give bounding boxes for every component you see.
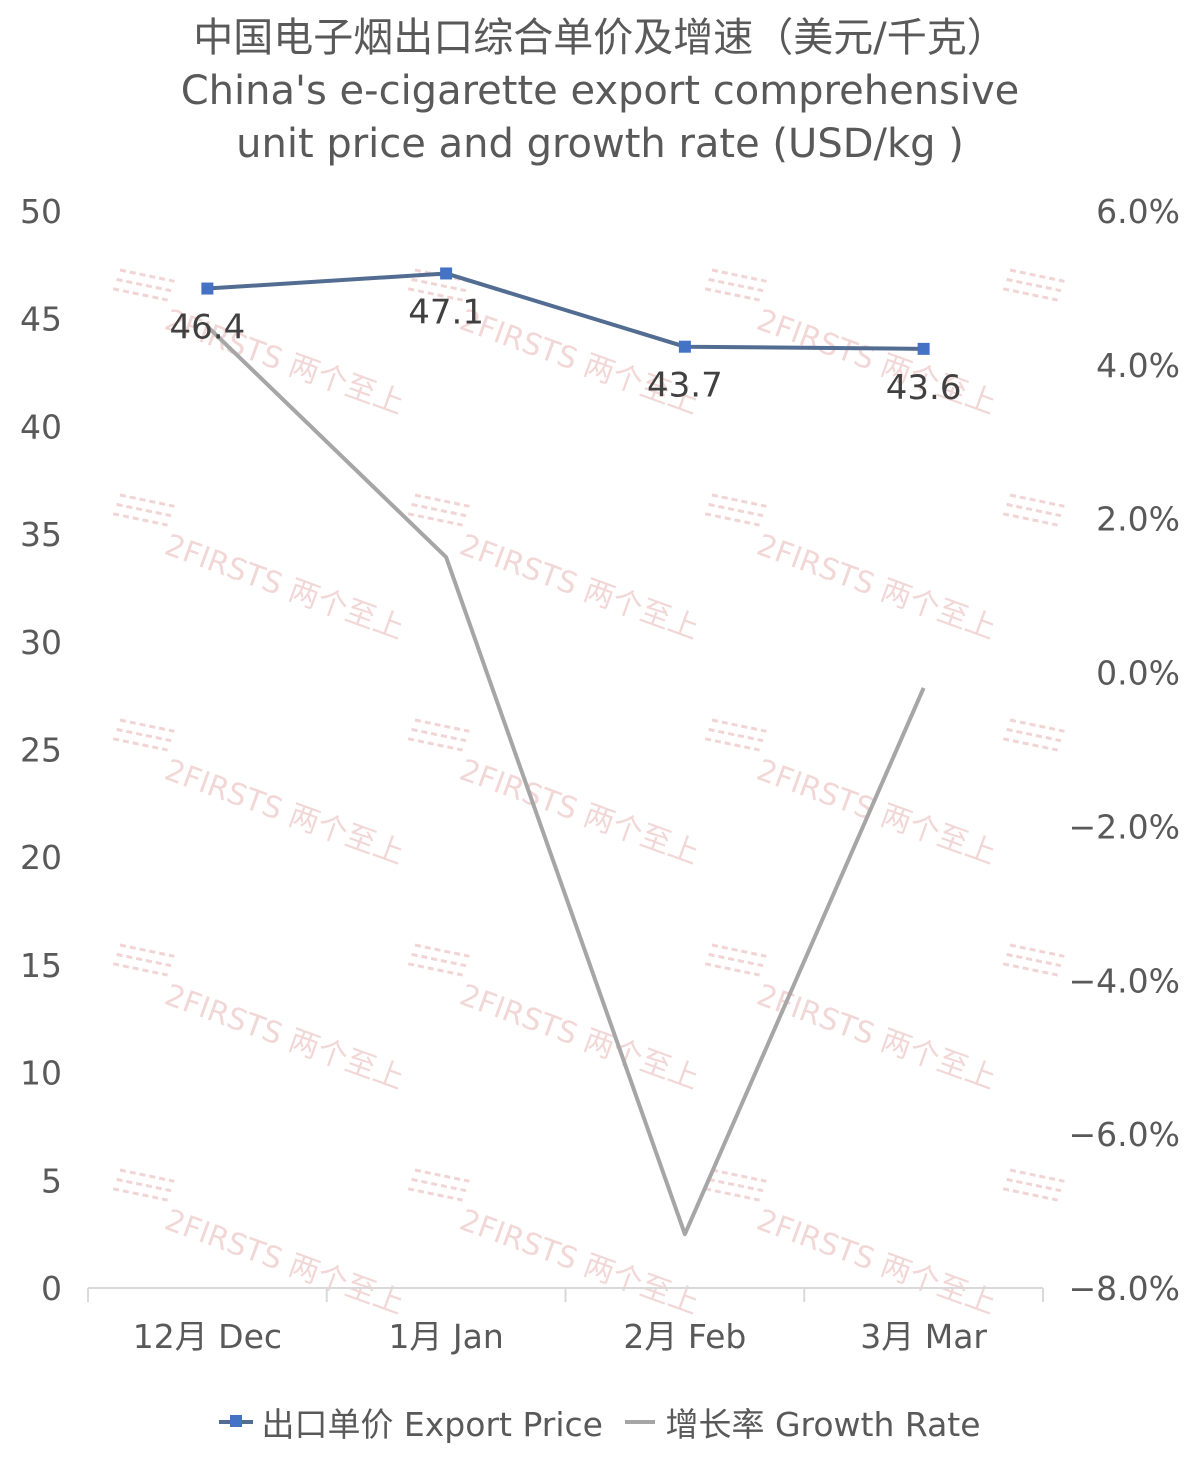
watermark-mark: 2FIRSTS 两个至上 xyxy=(407,493,704,647)
legend-item-export-price: 出口单价 Export Price xyxy=(219,1398,603,1446)
data-labels-layer: 46.4 47.1 43.7 43.6 xyxy=(170,292,962,407)
watermark-text: 2FIRSTS 两个至上 xyxy=(160,978,409,1097)
right-y-tick-label: 0.0% xyxy=(1096,654,1180,693)
left-y-tick-label: 20 xyxy=(20,838,62,877)
export-price-point xyxy=(440,267,453,280)
right-y-tick-label: 6.0% xyxy=(1096,192,1180,231)
export-price-data-label: 43.6 xyxy=(886,368,962,408)
watermark-mark: 2FIRSTS 两个至上 xyxy=(112,493,409,647)
left-y-tick-label: 45 xyxy=(20,300,62,339)
watermark-mark: 2FIRSTS 两个至上 xyxy=(407,718,704,872)
chart-title-line-2: China's e-cigarette export comprehensive xyxy=(180,68,1020,114)
axes-layer: 12月 Dec 1月 Jan 2月 Feb 3月 Mar 0 5 10 15 20 25 30 35 4… xyxy=(20,192,1180,1356)
watermark-mark xyxy=(1002,493,1065,527)
watermark-mark xyxy=(1002,268,1065,302)
watermark-text: 2FIRSTS 两个至上 xyxy=(752,1203,1001,1322)
left-y-tick-label: 0 xyxy=(41,1269,62,1308)
growth-rate-series xyxy=(205,324,926,1237)
watermark-mark: 2FIRSTS 两个至上 xyxy=(407,1168,704,1322)
chart-title-line-3: unit price and growth rate (USD/kg ) xyxy=(236,121,964,167)
legend: 出口单价 Export Price 增长率 Growth Rate xyxy=(0,1393,1200,1446)
watermark-mark xyxy=(1002,943,1065,977)
watermark-mark: 2FIRSTS 两个至上 xyxy=(112,718,409,872)
export-price-data-label: 47.1 xyxy=(408,292,484,332)
watermark-text: 2FIRSTS 两个至上 xyxy=(455,528,704,647)
watermark-mark: 2FIRSTS 两个至上 xyxy=(112,943,409,1097)
watermark-text: 2FIRSTS 两个至上 xyxy=(752,753,1001,872)
right-y-tick-label: −8.0% xyxy=(1069,1269,1181,1308)
export-price-data-label: 43.7 xyxy=(647,366,723,406)
x-tick-label: 3月 Mar xyxy=(860,1317,987,1356)
right-y-tick-label: −2.0% xyxy=(1069,807,1181,846)
export-price-point xyxy=(678,340,691,353)
left-y-tick-label: 35 xyxy=(20,515,62,554)
x-tick-label: 1月 Jan xyxy=(388,1317,503,1356)
left-y-tick-label: 5 xyxy=(41,1161,62,1200)
left-y-tick-label: 25 xyxy=(20,731,62,770)
watermark-mark xyxy=(1002,718,1065,752)
export-price-line xyxy=(207,271,924,351)
watermark-mark: 2FIRSTS 两个至上 xyxy=(112,1168,409,1322)
watermark-text: 2FIRSTS 两个至上 xyxy=(455,1203,704,1322)
legend-label-growth-rate: 增长率 Growth Rate xyxy=(665,1405,981,1444)
watermark-layer: 2FIRSTS 两个至上 2FIRSTS 两个至上 2FIRSTS 两个至上2FIR… xyxy=(112,268,1065,1322)
legend-label-export-price: 出口单价 Export Price xyxy=(261,1405,603,1444)
watermark-text: 2FIRSTS 两个至上 xyxy=(160,528,409,647)
right-y-tick-label: 2.0% xyxy=(1096,500,1180,539)
watermark-mark: 2FIRSTS 两个至上 xyxy=(704,1168,1001,1322)
watermark-text: 2FIRSTS 两个至上 xyxy=(752,303,1001,422)
left-y-tick-label: 10 xyxy=(20,1054,62,1093)
watermark-mark: 2FIRSTS 两个至上 xyxy=(704,493,1001,647)
x-tick-label: 12月 Dec xyxy=(133,1317,282,1356)
chart-title-line-1: 中国电子烟出口综合单价及增速（美元/千克） xyxy=(193,15,1007,61)
left-y-tick-label: 15 xyxy=(20,946,62,985)
right-y-tick-label: 4.0% xyxy=(1096,346,1180,385)
x-tick-label: 2月 Feb xyxy=(623,1317,746,1356)
export-price-series xyxy=(201,267,930,355)
right-y-tick-label: −6.0% xyxy=(1069,1115,1181,1154)
watermark-text: 2FIRSTS 两个至上 xyxy=(160,1203,409,1322)
watermark-mark xyxy=(1002,1168,1065,1202)
watermark-mark: 2FIRSTS 两个至上 xyxy=(704,943,1001,1097)
watermark-text: 2FIRSTS 两个至上 xyxy=(160,753,409,872)
chart-title: 中国电子烟出口综合单价及增速（美元/千克） China's e-cigarett… xyxy=(0,12,1200,171)
export-price-data-label: 46.4 xyxy=(170,308,246,348)
watermark-mark: 2FIRSTS 两个至上 xyxy=(407,943,704,1097)
left-y-tick-label: 30 xyxy=(20,623,62,662)
export-price-point xyxy=(201,282,214,295)
watermark-text: 2FIRSTS 两个至上 xyxy=(752,528,1001,647)
watermark-text: 2FIRSTS 两个至上 xyxy=(455,753,704,872)
left-y-tick-label: 40 xyxy=(20,407,62,446)
legend-item-growth-rate: 增长率 Growth Rate xyxy=(625,1398,981,1446)
right-y-tick-label: −4.0% xyxy=(1069,961,1181,1000)
growth-rate-line xyxy=(205,324,926,1237)
legend-marker-export-price xyxy=(219,1415,254,1427)
left-y-tick-label: 50 xyxy=(20,192,62,231)
export-price-point xyxy=(917,342,930,355)
legend-marker-growth-rate xyxy=(625,1420,656,1424)
watermark-text: 2FIRSTS 两个至上 xyxy=(455,978,704,1097)
